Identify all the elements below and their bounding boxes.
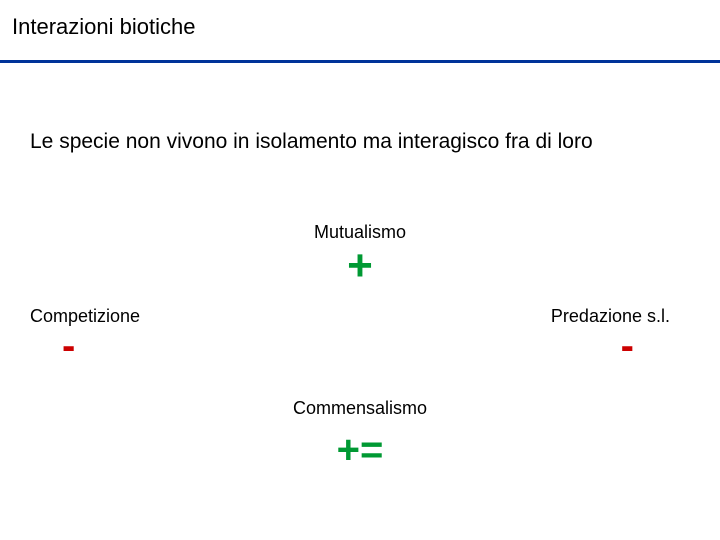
slide: Interazioni biotiche Le specie non vivon… bbox=[0, 0, 720, 540]
title-rule bbox=[0, 60, 720, 63]
page-title: Interazioni biotiche bbox=[12, 14, 195, 40]
subtitle: Le specie non vivono in isolamento ma in… bbox=[30, 130, 593, 154]
symbol-plus-eq: += bbox=[0, 430, 720, 470]
symbol-minus-competition: - bbox=[62, 326, 75, 366]
term-mutualism: Mutualismo bbox=[0, 222, 720, 243]
term-competition: Competizione bbox=[30, 306, 140, 327]
symbol-plus: + bbox=[0, 244, 720, 288]
symbol-minus-predation: - bbox=[621, 326, 634, 366]
term-commensalism: Commensalismo bbox=[0, 398, 720, 419]
term-predation: Predazione s.l. bbox=[551, 306, 670, 327]
